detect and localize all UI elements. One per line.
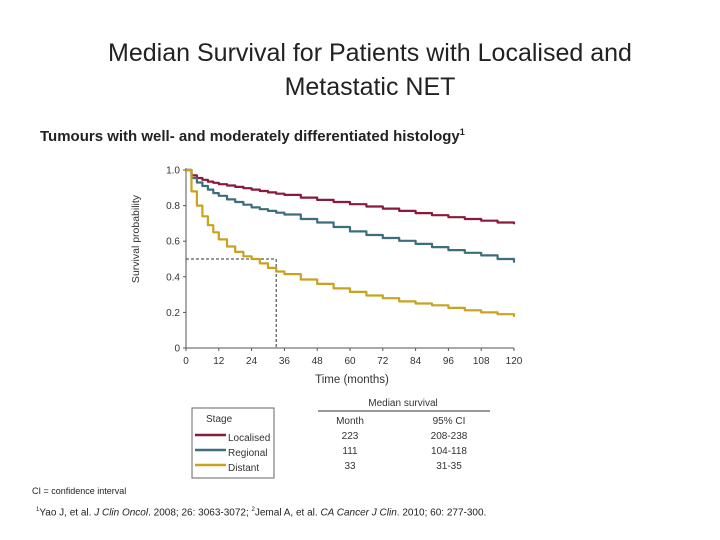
references: 1Yao J, et al. J Clin Oncol. 2008; 26: 3… [36,507,486,518]
y-tick-label: 1.0 [166,166,180,177]
ref2-authors: Jemal A, et al. [254,507,321,519]
chart-axes: 0 12 24 36 48 60 72 84 96 108 120 0 0.2 0.4 0.6 0.8 1.0 T… [130,166,523,387]
y-tick-label: 0.8 [166,201,180,212]
legend-box [191,407,275,479]
median-header: Median survival [368,398,437,409]
y-tick-label: 0 [174,344,180,355]
subtitle-superscript: 1 [459,127,465,137]
legend-label-distant: Distant [228,463,259,474]
legend-label-regional: Regional [228,448,267,459]
x-tick-label: 60 [344,356,356,367]
x-tick-label: 108 [473,356,490,367]
ref2-journal: CA Cancer J Clin [320,507,397,519]
title-line-1: Median Survival for Patients with Locali… [108,39,632,67]
ref2-details: . 2010; 60: 277-300. [396,507,487,519]
median-month-regional: 111 [342,446,358,457]
x-tick-label: 36 [279,356,291,367]
col-ci-header: 95% CI [433,416,466,427]
median-ci-regional: 104-118 [431,446,467,457]
col-month-header: Month [336,416,364,427]
x-tick-label: 48 [312,356,324,367]
x-tick-label: 12 [213,356,225,367]
y-tick-label: 0.4 [166,272,180,283]
curve-distant [186,168,516,317]
chart-subtitle: Tumours with well- and moderately differ… [40,127,465,145]
x-tick-label: 24 [246,356,258,367]
y-tick-label: 0.2 [166,308,180,319]
ref1-details: . 2008; 26: 3063-3072; [148,507,252,519]
title-line-2: Metastatic NET [284,73,456,101]
x-tick-label: 120 [506,356,523,367]
y-tick-label: 0.6 [166,237,180,248]
curve-regional [186,168,516,263]
chart-legend: Stage Localised Regional Distant Median surv… [191,398,490,479]
curve-localised [186,168,516,225]
ref1-authors: Yao J, et al. [39,507,95,519]
x-tick-label: 96 [443,356,455,367]
slide-title: Median Survival for Patients with Locali… [40,36,700,104]
x-tick-label: 0 [183,356,189,367]
ref1-sup: 1 [36,507,40,513]
chart-curves [186,168,516,317]
median-ci-distant: 31-35 [436,461,462,472]
ref2-sup: 2 [251,507,255,513]
y-axis-label: Survival probability [130,194,142,283]
x-axis-label: Time (months) [315,374,389,386]
median-month-distant: 33 [344,461,356,472]
x-tick-label: 84 [410,356,422,367]
ci-footnote: CI = confidence interval [32,486,127,496]
x-tick-label: 72 [377,356,389,367]
ref1-journal: J Clin Oncol [94,507,149,519]
legend-label-localised: Localised [228,433,270,444]
legend-title: Stage [206,414,233,425]
median-month-localised: 223 [342,431,359,442]
median-ci-localised: 208-238 [431,431,468,442]
subtitle-text: Tumours with well- and moderately differ… [40,128,460,145]
